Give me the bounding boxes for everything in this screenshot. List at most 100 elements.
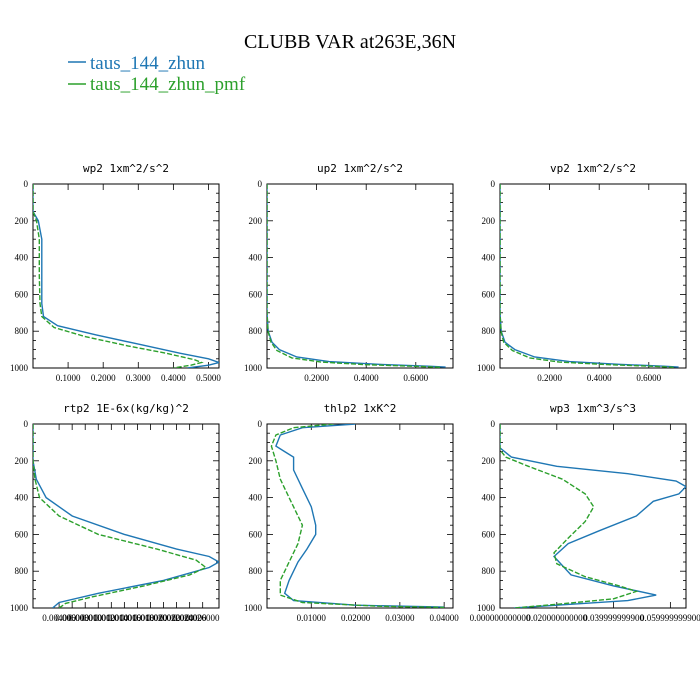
y-tick-label: 600: [249, 289, 263, 299]
figure-title: CLUBB VAR at263E,36N: [244, 31, 456, 53]
panel-0: wp2 1xm^2/s^2 0 200 400 600 800 1000 0.1000 0.20…: [10, 162, 221, 383]
panel-2: vp2 1xm^2/s^2 0 200 400 600 800 1000 0.2000 0.40…: [477, 162, 687, 383]
y-tick-label: 1000: [10, 363, 29, 373]
x-tick-label: 0.03000: [385, 613, 415, 623]
y-tick-label: 1000: [244, 363, 263, 373]
x-tick-label: 0.014000: [107, 613, 141, 623]
x-tick-label: 0.006000: [55, 613, 89, 623]
y-tick-label: 400: [15, 493, 29, 503]
series-line-pmf: [267, 184, 441, 368]
x-tick-label: 0.3000: [126, 373, 151, 383]
y-tick-label: 400: [249, 493, 263, 503]
x-tick-label: 0.020000000000: [526, 613, 587, 623]
x-tick-label: 0.039999999900: [583, 613, 644, 623]
panel-4: thlp2 1xK^2 0 200 400 600 800 1000 0.01000 0.020…: [244, 402, 459, 623]
y-tick-label: 600: [15, 289, 29, 299]
series-line-pmf: [33, 424, 208, 608]
x-tick-label: 0.010000: [81, 613, 115, 623]
y-tick-label: 800: [482, 566, 496, 576]
y-tick-label: 400: [482, 253, 496, 263]
y-tick-label: 400: [15, 253, 29, 263]
x-tick-label: 0.2000: [537, 373, 562, 383]
plot-frame: [32, 183, 220, 369]
x-tick-label: 0.6000: [636, 373, 661, 383]
y-tick-label: 200: [482, 216, 496, 226]
legend-label-pmf: taus_144_zhun_pmf: [90, 74, 246, 95]
y-tick-label: 800: [15, 566, 29, 576]
y-tick-label: 0: [491, 179, 496, 189]
x-tick-label: 0.4000: [354, 373, 379, 383]
plot-frame: [32, 423, 220, 609]
x-tick-label: 0.02000: [341, 613, 371, 623]
y-tick-label: 200: [249, 216, 263, 226]
y-tick-label: 0: [24, 179, 29, 189]
x-tick-label: 0.6000: [403, 373, 428, 383]
y-tick-label: 200: [15, 456, 29, 466]
x-tick-label: 0.020000: [147, 613, 181, 623]
y-tick-label: 800: [249, 326, 263, 336]
y-tick-label: 400: [482, 493, 496, 503]
series-line-pmf: [33, 184, 204, 368]
x-tick-label: 0.059999999900: [640, 613, 700, 623]
x-tick-label: 0.4000: [587, 373, 612, 383]
panel-title: vp2 1xm^2/s^2: [550, 162, 636, 175]
y-tick-label: 800: [15, 326, 29, 336]
legend-label-zhun: taus_144_zhun: [90, 53, 206, 74]
y-tick-label: 800: [482, 326, 496, 336]
x-tick-label: 0.1000: [56, 373, 81, 383]
series-line-zhun: [500, 424, 686, 608]
y-tick-label: 200: [249, 456, 263, 466]
x-tick-label: 0.018000: [134, 613, 168, 623]
y-tick-label: 0: [491, 419, 496, 429]
plot-frame: [266, 423, 454, 609]
x-tick-label: 0.01000: [297, 613, 327, 623]
x-tick-label: 0.000000000000: [470, 613, 531, 623]
series-line-pmf: [500, 424, 639, 608]
panels: wp2 1xm^2/s^2 0 200 400 600 800 1000 0.1000 0.20…: [10, 162, 700, 623]
y-tick-label: 800: [249, 566, 263, 576]
series-line-zhun: [267, 184, 446, 368]
y-tick-label: 600: [482, 529, 496, 539]
x-tick-label: 0.026000: [186, 613, 220, 623]
y-tick-label: 1000: [10, 603, 29, 613]
legend: taus_144_zhun taus_144_zhun_pmf: [68, 53, 246, 95]
panel-title: rtp2 1E-6x(kg/kg)^2: [63, 402, 189, 415]
y-tick-label: 200: [15, 216, 29, 226]
y-tick-label: 0: [258, 419, 263, 429]
x-tick-label: 0.008000: [68, 613, 102, 623]
x-tick-label: 0.012000: [94, 613, 128, 623]
y-tick-label: 0: [258, 179, 263, 189]
series-line-zhun: [500, 184, 679, 368]
panel-title: up2 1xm^2/s^2: [317, 162, 403, 175]
series-line-pmf: [500, 184, 674, 368]
series-line-zhun: [33, 424, 219, 608]
panel-title: wp3 1xm^3/s^3: [550, 402, 636, 415]
y-tick-label: 600: [249, 529, 263, 539]
panel-title: wp2 1xm^2/s^2: [83, 162, 169, 175]
series-line-zhun: [275, 424, 445, 608]
y-tick-label: 0: [24, 419, 29, 429]
x-tick-label: 0.024000: [173, 613, 207, 623]
y-tick-label: 1000: [244, 603, 263, 613]
x-tick-label: 0.04000: [430, 613, 460, 623]
plot-frame: [266, 183, 454, 369]
y-tick-label: 200: [482, 456, 496, 466]
x-tick-label: 0.5000: [196, 373, 221, 383]
series-line-pmf: [270, 424, 445, 608]
x-tick-label: 0.2000: [304, 373, 329, 383]
panel-5: wp3 1xm^3/s^3 0 200 400 600 800 10000.00000000…: [470, 402, 700, 623]
x-tick-label: 0.4000: [161, 373, 186, 383]
series-line-zhun: [33, 184, 219, 368]
x-tick-label: 0.022000: [160, 613, 194, 623]
x-tick-label: 0.004000: [42, 613, 76, 623]
panel-title: thlp2 1xK^2: [324, 402, 397, 415]
x-tick-label: 0.016000: [121, 613, 155, 623]
y-tick-label: 1000: [477, 603, 496, 613]
x-tick-label: 0.2000: [91, 373, 116, 383]
panel-3: rtp2 1E-6x(kg/kg)^2 0 200 400 600 800 1000 0.00…: [10, 402, 220, 623]
y-tick-label: 600: [15, 529, 29, 539]
plot-frame: [499, 183, 687, 369]
panel-1: up2 1xm^2/s^2 0 200 400 600 800 1000 0.2000 0.40…: [244, 162, 454, 383]
y-tick-label: 600: [482, 289, 496, 299]
